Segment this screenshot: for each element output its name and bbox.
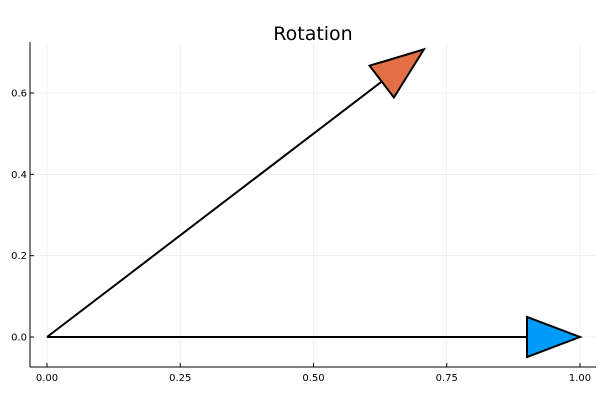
x-tick-label: 1.00 [569,373,591,384]
arrow-shaft [46,80,383,338]
y-tick-label: 0.6 [11,89,27,100]
series-group [46,47,583,359]
arrow-head [526,315,583,359]
x-tick-label: 0.50 [302,373,324,384]
y-tick-label: 0.0 [11,333,27,344]
y-tick-label: 0.2 [11,251,27,262]
arrow-series-0 [47,315,583,359]
axes [29,42,596,368]
tick-labels: 0.00 0.25 0.50 0.75 1.00 0.0 0.2 0.4 0.6 [11,89,591,385]
x-tick-label: 0.00 [36,373,58,384]
arrow-series-1 [46,47,427,338]
chart-title: Rotation [273,23,352,45]
x-tick-label: 0.75 [436,373,458,384]
arrow-head [367,47,427,100]
y-tick-label: 0.4 [11,170,27,181]
x-tick-label: 0.25 [169,373,191,384]
